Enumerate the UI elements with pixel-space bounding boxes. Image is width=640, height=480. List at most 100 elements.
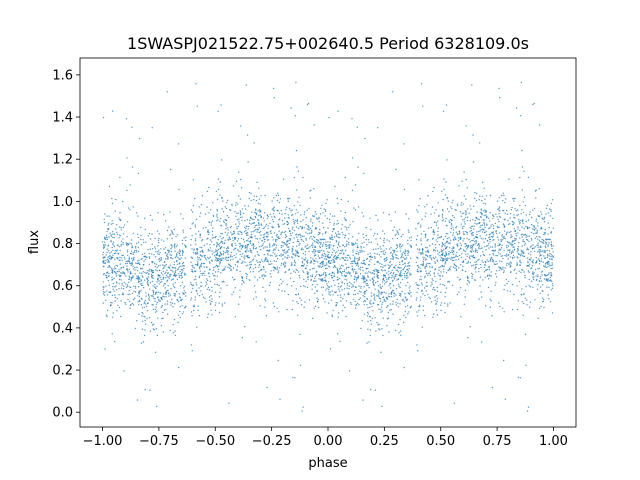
data-point [356,250,358,252]
data-point [403,143,405,145]
data-point [102,116,105,119]
data-point [221,196,223,199]
data-point [286,223,289,226]
data-point [514,238,516,240]
data-point [178,263,181,265]
data-point [311,288,313,290]
data-point [106,251,108,254]
data-point [512,251,514,253]
data-point [356,277,358,279]
data-point [216,275,218,277]
data-point [118,217,120,219]
data-point [284,217,286,219]
data-point [232,185,235,187]
data-point [403,266,406,269]
data-point [511,206,513,209]
data-point [544,257,546,259]
data-point [495,213,497,215]
data-point [284,261,286,263]
data-point [546,204,549,206]
data-point [432,288,434,290]
data-point [144,299,147,302]
data-point [322,212,324,214]
data-point [242,212,245,214]
data-point [379,246,381,248]
data-point [328,302,330,304]
data-point [193,279,195,281]
data-point [166,253,168,255]
data-point [548,263,550,265]
data-point [174,330,176,332]
data-point [260,269,262,271]
data-point [141,320,144,323]
data-point [434,299,436,302]
data-point [382,270,384,272]
data-point [125,275,127,277]
data-point [521,189,523,191]
data-point [353,243,355,245]
data-point [540,275,542,278]
data-point [236,265,239,268]
data-point [219,235,221,238]
data-point [537,225,539,227]
data-point [148,270,150,272]
data-point [143,306,146,308]
data-point [348,226,350,229]
data-point [266,217,268,220]
data-point [226,202,228,204]
data-point [132,285,135,287]
data-point [238,195,240,197]
data-point [493,239,495,241]
data-point [469,220,471,222]
data-point [140,284,143,287]
data-point [536,260,538,262]
data-point [369,279,371,281]
data-point [174,282,176,284]
data-point [197,258,199,260]
data-point [225,219,228,221]
data-point [225,225,227,227]
data-point [365,238,367,241]
data-point [107,279,110,282]
data-point [113,290,115,292]
data-point [337,231,339,233]
data-point [310,189,312,191]
data-point [278,284,281,286]
data-point [200,272,202,275]
data-point [152,308,155,310]
data-point [107,259,110,262]
data-point [209,280,212,283]
data-point [133,290,135,292]
data-point [457,258,460,260]
data-point [339,252,341,255]
data-point [315,217,318,219]
data-point [435,280,437,283]
data-point [283,251,285,254]
data-point [171,269,173,271]
data-point [298,277,301,279]
data-point [499,232,501,234]
data-point [498,302,500,304]
data-point [500,268,503,270]
data-point [504,284,506,286]
data-point [212,214,215,216]
data-point [214,259,216,261]
data-point [382,317,384,319]
data-point [438,215,440,218]
data-point [440,250,442,253]
data-point [169,274,171,276]
data-point [309,227,312,230]
data-point [447,303,449,305]
data-point [443,259,445,262]
data-point [383,249,385,252]
data-point [145,241,147,243]
data-point [122,293,125,296]
data-point [246,275,248,278]
data-point [442,243,445,246]
data-point [284,234,287,236]
data-point [336,268,339,271]
data-point [546,266,548,269]
data-point [362,269,364,272]
data-point [344,306,346,309]
data-point [458,230,461,232]
